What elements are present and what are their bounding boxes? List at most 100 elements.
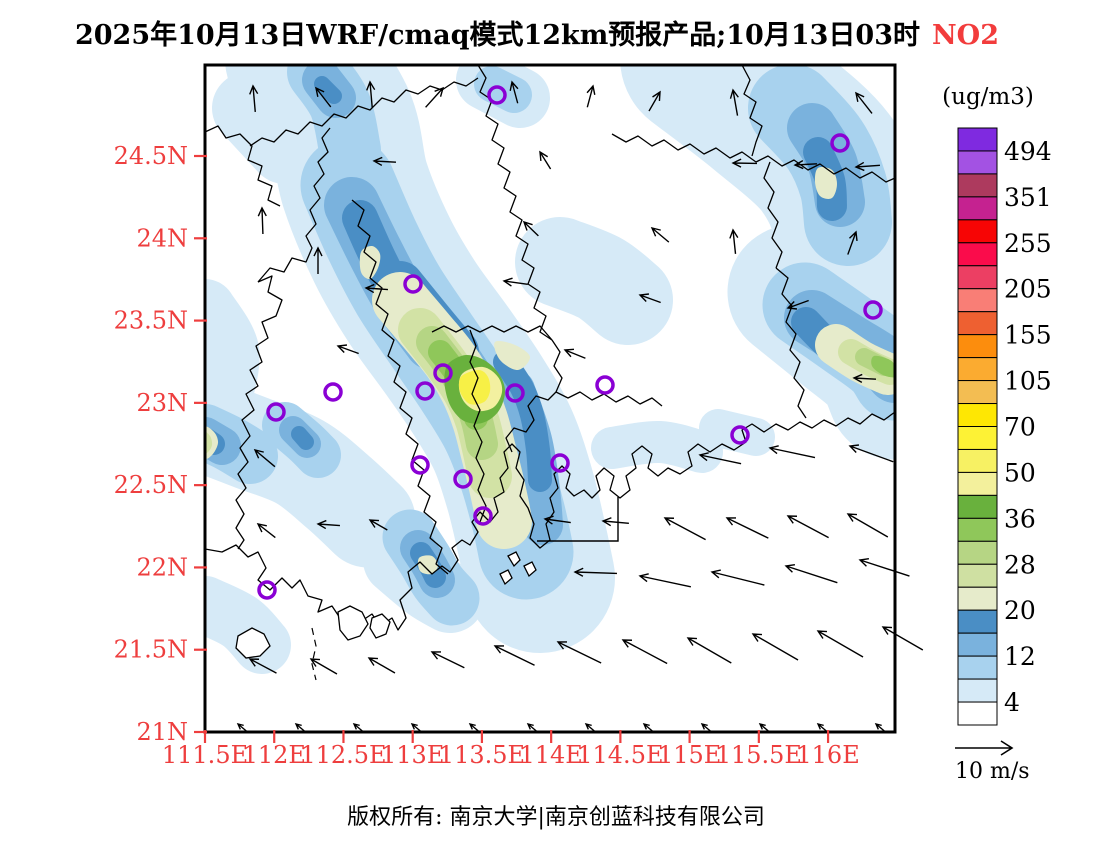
station-marker <box>403 274 423 294</box>
wind-arrow <box>663 517 706 541</box>
wind-arrow <box>573 567 617 577</box>
boundary-line <box>351 199 449 575</box>
wind-arrow <box>784 563 838 584</box>
colorbar-tick-label: 255 <box>1004 229 1052 258</box>
colorbar-tick-label: 36 <box>1004 504 1036 533</box>
colorbar-tick-label: 205 <box>1004 275 1052 304</box>
wind-arrow <box>368 519 388 531</box>
axis-ticks: 24.5N24N23.5N23N22.5N22N21.5N21N111.5E11… <box>114 142 860 769</box>
colorbar-segment <box>957 586 998 611</box>
boundary-line <box>763 161 783 269</box>
wind-arrow <box>367 657 396 674</box>
wind-reference-legend: 10 m/s <box>955 740 1030 784</box>
colorbar-segment <box>957 609 998 634</box>
island-outline <box>499 569 513 586</box>
wind-arrow <box>847 230 858 255</box>
colorbar-tick-label: 105 <box>1004 367 1052 396</box>
colorbar-tick-label: 494 <box>1004 137 1052 166</box>
boundary-line <box>775 267 807 419</box>
boundary-line <box>469 329 487 523</box>
region-fill-beige <box>494 341 531 371</box>
region-fill-pale <box>515 217 673 345</box>
island-outline <box>507 551 521 568</box>
hongkong-box-boundary <box>537 497 619 542</box>
lat-tick-label: 24.5N <box>114 142 188 170</box>
station-marker <box>433 363 453 383</box>
colorbar-segment <box>957 334 998 359</box>
wind-arrow <box>522 220 539 237</box>
colorbar-segment <box>957 448 998 473</box>
wind-arrow <box>364 283 388 294</box>
wind-arrow <box>336 344 359 355</box>
colorbar-segment <box>957 242 998 267</box>
boundary-layer <box>205 65 895 681</box>
colorbar-segment <box>957 426 998 450</box>
colorbar-tick-label: 4 <box>1004 688 1020 717</box>
wind-arrow <box>725 517 769 539</box>
wind-arrow <box>539 150 552 170</box>
station-marker <box>595 375 615 395</box>
wind-arrow <box>253 448 276 468</box>
wind-arrow <box>710 569 765 586</box>
lat-tick-label: 24N <box>136 224 188 252</box>
wind-arrow <box>751 633 799 661</box>
wind-arrow <box>586 84 596 108</box>
region-fill-pale <box>591 420 723 473</box>
colorbar-segment <box>957 471 998 496</box>
wind-arrow <box>729 228 739 254</box>
station-marker <box>323 382 343 402</box>
region-fill-beige <box>359 245 381 280</box>
wind-arrow <box>786 515 829 539</box>
colorbar-segment <box>957 150 998 175</box>
lat-tick-label: 21N <box>136 718 188 746</box>
wind-reference-arrow-icon <box>955 740 1014 756</box>
station-marker <box>550 453 570 473</box>
wind-arrow <box>852 373 877 384</box>
colorbar-segment <box>957 655 998 680</box>
region-fill-steel <box>291 426 314 450</box>
island-outline <box>235 627 271 659</box>
station-marker <box>505 383 525 403</box>
colorbar-segment <box>957 173 998 198</box>
boundary-line <box>477 65 553 341</box>
wind-arrow <box>493 645 535 666</box>
lon-tick-label: 112E <box>243 741 306 769</box>
pollutant-label: NO2 <box>932 20 999 51</box>
wind-arrow <box>563 348 586 359</box>
lon-tick-label: 115.5E <box>716 741 802 769</box>
region-fill-steel <box>314 76 342 104</box>
colorbar-tick-label: 28 <box>1004 550 1036 579</box>
boundary-line <box>611 133 895 183</box>
wind-arrow <box>313 246 323 274</box>
colorbar-segment <box>957 563 998 588</box>
wind-arrow <box>366 80 376 108</box>
boundary-line <box>257 127 331 283</box>
colorbar-segment <box>957 265 998 290</box>
colorbar-segment <box>957 494 998 519</box>
lat-tick-label: 23N <box>136 389 188 417</box>
colorbar-segment <box>957 701 998 726</box>
station-marker <box>453 469 473 489</box>
colorbar-segment <box>957 357 998 382</box>
boundary-line <box>505 339 563 453</box>
figure-title-text: 2025年10月13日WRF/cmaq模式12km预报产品;10月13日03时 <box>75 19 920 51</box>
wind-arrow <box>786 299 809 310</box>
island-outline <box>523 561 537 578</box>
wind-arrow <box>372 156 397 167</box>
colorbar-unit-label: (ug/m3) <box>942 84 1034 110</box>
wind-arrow <box>621 639 668 665</box>
wind-arrow <box>854 161 880 172</box>
wind-arrow <box>249 84 259 112</box>
station-marker <box>863 300 883 320</box>
figure-title: 2025年10月13日WRF/cmaq模式12km预报产品;10月13日03时 N… <box>75 19 999 51</box>
station-marker <box>830 133 850 153</box>
wind-arrow <box>698 452 742 465</box>
wind-arrow <box>248 658 277 674</box>
station-marker <box>266 402 286 422</box>
region-fill-beige <box>814 167 837 199</box>
colorbar-segment <box>957 678 998 703</box>
wind-arrow <box>729 88 739 116</box>
colorbar: 494 351 255 205 155 105 70 50 36 28 20 12 4 <box>957 127 1052 726</box>
wind-arrow <box>315 86 332 108</box>
